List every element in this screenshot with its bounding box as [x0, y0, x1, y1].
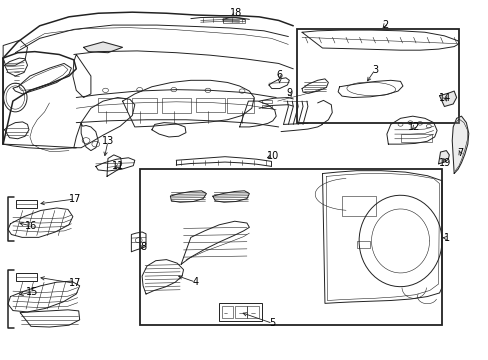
Bar [223, 19, 245, 23]
Text: 9: 9 [285, 88, 292, 98]
Bar [341, 196, 375, 216]
Bar [227, 98, 254, 113]
Text: 5: 5 [269, 319, 275, 328]
Bar [235, 306, 246, 319]
Bar [161, 98, 190, 113]
Text: 10: 10 [266, 150, 278, 161]
Bar [297, 30, 458, 123]
Text: 3: 3 [371, 64, 378, 75]
Text: 8: 8 [140, 242, 146, 252]
Text: 11: 11 [111, 161, 123, 171]
Text: 7: 7 [456, 148, 462, 158]
Bar [132, 98, 157, 113]
Bar [356, 241, 369, 248]
Bar [16, 273, 37, 281]
Bar [221, 306, 233, 319]
Bar [261, 105, 272, 108]
Bar [261, 100, 272, 103]
Text: 6: 6 [276, 70, 282, 80]
Bar [246, 306, 258, 319]
Text: 16: 16 [25, 221, 37, 231]
Bar [218, 303, 261, 320]
Polygon shape [439, 91, 456, 107]
Polygon shape [451, 116, 468, 174]
Bar [140, 169, 441, 325]
Text: 19: 19 [438, 158, 450, 168]
Text: 1: 1 [443, 233, 449, 243]
Text: 12: 12 [407, 122, 420, 132]
Text: 18: 18 [230, 8, 242, 18]
Text: 17: 17 [68, 194, 81, 204]
Text: 17: 17 [68, 278, 81, 288]
Text: 14: 14 [438, 93, 450, 103]
Polygon shape [438, 150, 448, 164]
Text: 4: 4 [192, 277, 199, 287]
Bar [195, 98, 224, 112]
Bar [400, 134, 431, 142]
Text: 15: 15 [26, 287, 39, 297]
Bar [98, 98, 127, 112]
Bar [16, 200, 37, 208]
Text: 13: 13 [102, 136, 114, 146]
Polygon shape [83, 42, 122, 53]
Text: 2: 2 [381, 20, 387, 30]
